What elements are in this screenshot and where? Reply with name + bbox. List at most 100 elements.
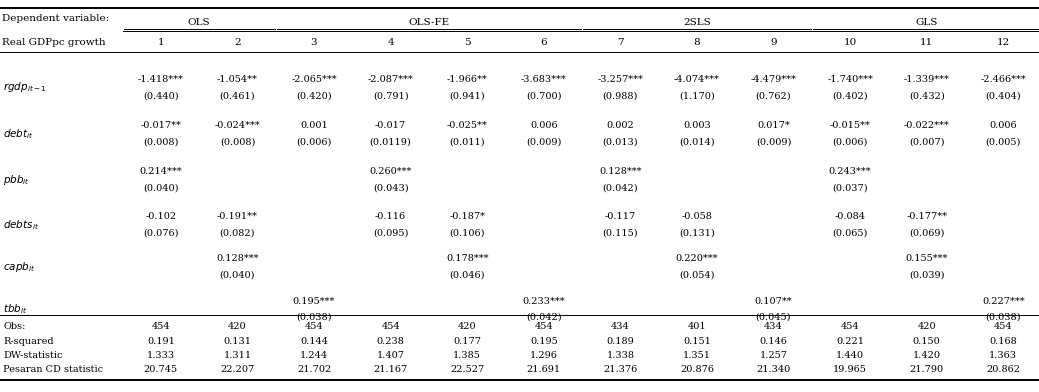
Text: (0.440): (0.440) [143,91,179,100]
Text: (0.065): (0.065) [832,229,868,237]
Text: -0.117: -0.117 [605,212,636,221]
Text: 0.151: 0.151 [683,337,711,345]
Text: -0.015**: -0.015** [830,121,871,130]
Text: 1.440: 1.440 [836,351,864,359]
Text: 0.191: 0.191 [146,337,175,345]
Text: 2: 2 [234,38,241,47]
Text: Pesaran CD statistic: Pesaran CD statistic [3,365,103,374]
Text: -1.339***: -1.339*** [904,75,950,83]
Text: 1.420: 1.420 [912,351,940,359]
Text: -3.257***: -3.257*** [597,75,643,83]
Text: (0.038): (0.038) [296,313,331,322]
Text: 454: 454 [841,323,859,331]
Text: (0.046): (0.046) [450,271,485,279]
Text: 0.195: 0.195 [530,337,558,345]
Text: 0.128***: 0.128*** [600,167,642,176]
Text: 420: 420 [458,323,477,331]
Text: 1.363: 1.363 [989,351,1017,359]
Text: (0.082): (0.082) [219,229,256,237]
Text: 0.144: 0.144 [300,337,328,345]
Text: 21.702: 21.702 [297,365,331,374]
Text: -0.116: -0.116 [375,212,406,221]
Text: 21.790: 21.790 [909,365,943,374]
Text: 0.238: 0.238 [377,337,404,345]
Text: 0.003: 0.003 [683,121,711,130]
Text: (0.402): (0.402) [832,91,868,100]
Text: (0.131): (0.131) [680,229,715,237]
Text: (0.042): (0.042) [526,313,561,322]
Text: 0.017*: 0.017* [757,121,790,130]
Text: 454: 454 [994,323,1013,331]
Text: R-squared: R-squared [3,337,54,345]
Text: 0.006: 0.006 [530,121,558,130]
Text: 454: 454 [534,323,553,331]
Text: (0.045): (0.045) [755,313,792,322]
Text: 20.745: 20.745 [143,365,178,374]
Text: 20.876: 20.876 [680,365,714,374]
Text: 4: 4 [388,38,394,47]
Text: (0.007): (0.007) [909,138,944,146]
Text: 0.131: 0.131 [223,337,251,345]
Text: 1: 1 [158,38,164,47]
Text: $capb_{it}$: $capb_{it}$ [3,260,35,274]
Text: Dependent variable:: Dependent variable: [2,15,109,23]
Text: 1.385: 1.385 [453,351,481,359]
Text: -0.017**: -0.017** [140,121,182,130]
Text: (0.700): (0.700) [526,91,561,100]
Text: 6: 6 [540,38,548,47]
Text: (0.011): (0.011) [450,138,485,146]
Text: (0.988): (0.988) [603,91,638,100]
Text: (0.043): (0.043) [373,184,408,192]
Text: (0.791): (0.791) [373,91,408,100]
Text: -0.187*: -0.187* [449,212,485,221]
Text: -1.740***: -1.740*** [827,75,873,83]
Text: -0.084: -0.084 [834,212,865,221]
Text: 1.338: 1.338 [607,351,635,359]
Text: 454: 454 [304,323,323,331]
Text: $debt_{it}$: $debt_{it}$ [3,127,34,141]
Text: 21.376: 21.376 [604,365,638,374]
Text: GLS: GLS [915,18,938,27]
Text: (0.762): (0.762) [755,91,792,100]
Text: 10: 10 [844,38,857,47]
Text: -0.017: -0.017 [375,121,406,130]
Text: (0.115): (0.115) [603,229,638,237]
Text: (0.005): (0.005) [986,138,1021,146]
Text: (0.008): (0.008) [220,138,256,146]
Text: 1.296: 1.296 [530,351,558,359]
Text: 1.244: 1.244 [300,351,328,359]
Text: 0.155***: 0.155*** [905,254,948,263]
Text: -4.479***: -4.479*** [750,75,797,83]
Text: (0.106): (0.106) [450,229,485,237]
Text: 0.107**: 0.107** [754,297,793,305]
Text: (0.006): (0.006) [296,138,331,146]
Text: 454: 454 [381,323,400,331]
Text: 12: 12 [996,38,1010,47]
Text: 7: 7 [617,38,623,47]
Text: -0.022***: -0.022*** [904,121,950,130]
Text: -2.466***: -2.466*** [981,75,1027,83]
Text: 19.965: 19.965 [833,365,867,374]
Text: 5: 5 [463,38,471,47]
Text: -0.191**: -0.191** [217,212,258,221]
Text: (0.013): (0.013) [603,138,638,146]
Text: 0.227***: 0.227*** [982,297,1024,305]
Text: (0.941): (0.941) [450,91,485,100]
Text: 0.150: 0.150 [912,337,940,345]
Text: -0.177**: -0.177** [906,212,948,221]
Text: (0.038): (0.038) [985,313,1021,322]
Text: (0.420): (0.420) [296,91,331,100]
Text: 22.207: 22.207 [220,365,255,374]
Text: 0.220***: 0.220*** [675,254,718,263]
Text: $tbb_{it}$: $tbb_{it}$ [3,302,27,316]
Text: -0.102: -0.102 [145,212,177,221]
Text: 420: 420 [229,323,247,331]
Text: 11: 11 [920,38,933,47]
Text: 2SLS: 2SLS [683,18,711,27]
Text: -0.025**: -0.025** [447,121,487,130]
Text: -2.065***: -2.065*** [291,75,337,83]
Text: -1.966**: -1.966** [447,75,487,83]
Text: (0.042): (0.042) [603,184,638,192]
Text: (0.054): (0.054) [680,271,715,279]
Text: 1.257: 1.257 [760,351,788,359]
